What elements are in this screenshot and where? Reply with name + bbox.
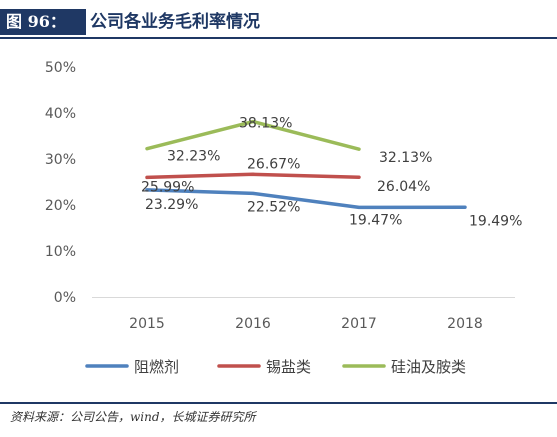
y-tick-label: 30%: [45, 152, 76, 168]
y-tick-label: 50%: [45, 60, 76, 76]
data-label: 19.49%: [469, 213, 522, 229]
series-line: [145, 119, 361, 151]
legend-label: 锡盐类: [266, 358, 311, 376]
figure-header: 图 96： 公司各业务毛利率情况: [0, 0, 557, 40]
data-label: 26.67%: [247, 156, 300, 172]
data-label: 19.47%: [349, 212, 402, 228]
figure-title: 公司各业务毛利率情况: [90, 12, 260, 32]
y-tick-label: 20%: [45, 198, 76, 214]
data-label: 38.13%: [239, 116, 292, 132]
line-chart: 0% 10% 20% 30% 40% 50% 2015 2016 2017 2018 23.29% 2…: [45, 60, 523, 376]
x-tick-label: 2017: [341, 316, 377, 332]
x-tick-label: 2016: [235, 316, 271, 332]
source-note: 资料来源：公司公告，wind，长城证券研究所: [10, 410, 256, 424]
y-tick-label: 40%: [45, 106, 76, 122]
figure-number: 图 96：: [0, 9, 86, 35]
data-label: 26.04%: [377, 179, 430, 195]
data-label: 22.52%: [247, 199, 300, 215]
data-label: 25.99%: [141, 179, 194, 195]
header-rule: [0, 37, 557, 39]
x-tick-label: 2015: [129, 316, 165, 332]
legend-label: 阻燃剂: [134, 358, 179, 376]
data-label: 32.13%: [379, 150, 432, 166]
y-tick-label: 0%: [54, 290, 76, 306]
data-label: 32.23%: [167, 149, 220, 165]
y-tick-label: 10%: [45, 244, 76, 260]
x-tick-label: 2018: [447, 316, 483, 332]
series-line: [145, 188, 467, 210]
data-label: 23.29%: [145, 197, 198, 213]
legend-label: 硅油及胺类: [391, 358, 466, 376]
footer-rule: [0, 402, 557, 404]
series-line: [145, 172, 361, 180]
